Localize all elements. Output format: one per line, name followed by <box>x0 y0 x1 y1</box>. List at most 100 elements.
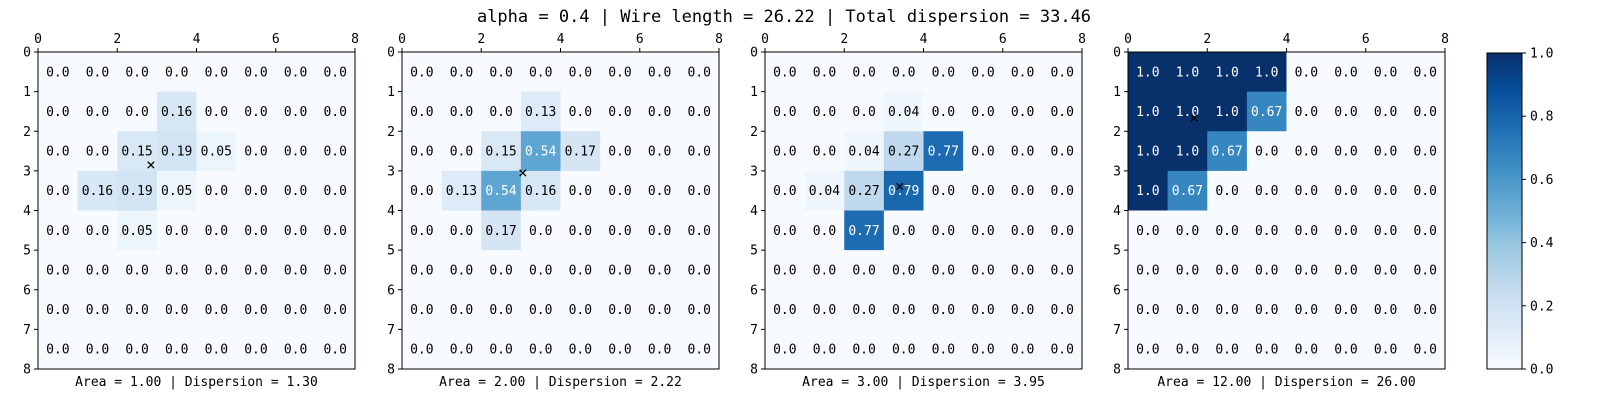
heatmap-cell <box>315 250 356 291</box>
cell-value-label: 0.0 <box>1050 184 1073 199</box>
cell-value-label: 0.0 <box>932 303 955 318</box>
heatmap-cell <box>844 170 885 211</box>
x-tick-label: 6 <box>999 32 1007 47</box>
y-tick-label: 7 <box>387 323 395 338</box>
heatmap-cell <box>560 289 601 330</box>
cell-value-label: 0.0 <box>569 184 592 199</box>
cell-value-label: 0.16 <box>161 105 192 120</box>
heatmap-cell <box>196 210 237 251</box>
heatmap-cell <box>315 289 356 330</box>
heatmap-cell <box>1365 329 1406 370</box>
cell-value-label: 0.0 <box>46 105 69 120</box>
heatmap-cell <box>196 250 237 291</box>
cell-value-label: 0.0 <box>1413 224 1436 239</box>
cell-value-label: 0.0 <box>529 303 552 318</box>
heatmap-cell <box>679 170 720 211</box>
heatmap-cell <box>639 250 680 291</box>
heatmap-cell <box>77 91 118 132</box>
heatmap-cell <box>560 250 601 291</box>
cell-value-label: 0.0 <box>648 145 671 160</box>
cell-value-label: 0.0 <box>852 105 875 120</box>
heatmap-cell <box>844 329 885 370</box>
cell-value-label: 0.0 <box>46 145 69 160</box>
cell-value-label: 0.0 <box>1215 303 1238 318</box>
heatmap-cell <box>844 289 885 330</box>
cell-value-label: 0.0 <box>569 65 592 80</box>
heatmap-cell <box>1405 289 1446 330</box>
x-tick-label: 6 <box>636 32 644 47</box>
heatmap-cell <box>639 210 680 251</box>
heatmap-cell <box>236 210 277 251</box>
heatmap-cell <box>679 52 720 93</box>
cell-value-label: 0.0 <box>892 65 915 80</box>
cell-value-label: 0.0 <box>323 224 346 239</box>
heatmap-cell <box>883 131 924 172</box>
heatmap-cell <box>441 52 482 93</box>
heatmap-cell <box>1326 210 1367 251</box>
cell-value-label: 0.0 <box>1374 105 1397 120</box>
heatmap-cell <box>923 250 964 291</box>
heatmap-cell <box>1167 170 1208 211</box>
cell-value-label: 0.0 <box>773 65 796 80</box>
heatmap-cell <box>804 250 845 291</box>
y-tick-label: 7 <box>750 323 758 338</box>
cell-value-label: 0.0 <box>450 145 473 160</box>
heatmap-cell <box>1002 91 1043 132</box>
heatmap-cell <box>481 52 522 93</box>
cell-value-label: 0.0 <box>489 263 512 278</box>
cell-value-label: 0.0 <box>1413 263 1436 278</box>
cell-value-label: 0.0 <box>1295 303 1318 318</box>
cell-value-label: 0.0 <box>648 184 671 199</box>
heatmap-cell <box>1365 250 1406 291</box>
heatmap-cell <box>38 250 79 291</box>
heatmap-cell <box>804 91 845 132</box>
heatmap-cell <box>600 289 641 330</box>
cell-value-label: 0.04 <box>809 184 840 199</box>
cell-value-label: 0.0 <box>489 343 512 358</box>
heatmap-cell <box>38 210 79 251</box>
heatmap-cell <box>765 131 806 172</box>
y-tick-label: 3 <box>23 164 31 179</box>
cell-value-label: 0.0 <box>205 263 228 278</box>
heatmap-cell <box>38 329 79 370</box>
cell-value-label: 0.04 <box>848 145 879 160</box>
heatmap-cell <box>844 91 885 132</box>
cell-value-label: 0.0 <box>323 184 346 199</box>
cell-value-label: 0.0 <box>852 303 875 318</box>
x-tick-label: 8 <box>1441 32 1449 47</box>
cell-value-label: 0.0 <box>529 343 552 358</box>
heatmap-panel-4: 1.0 1.0 1.0 1.0 0.0 0.0 0.0 0.0 1.0 1.0 1.0 0.67 0.0… <box>1113 32 1449 390</box>
heatmap-cell <box>963 250 1004 291</box>
heatmap-cell <box>600 131 641 172</box>
y-tick-label: 0 <box>387 46 395 61</box>
cell-value-label: 0.15 <box>485 145 516 160</box>
cell-value-label: 0.0 <box>323 343 346 358</box>
heatmap-cell <box>923 131 964 172</box>
y-tick-label: 0 <box>750 46 758 61</box>
heatmap-cell <box>963 91 1004 132</box>
cell-value-label: 0.0 <box>244 303 267 318</box>
y-tick-label: 2 <box>23 125 31 140</box>
figure-title: alpha = 0.4 | Wire length = 26.22 | Tota… <box>477 7 1091 27</box>
heatmap-cell <box>402 91 443 132</box>
heatmap-cell <box>883 329 924 370</box>
cell-value-label: 0.0 <box>86 343 109 358</box>
cell-value-label: 0.0 <box>1011 224 1034 239</box>
heatmap-cell <box>1167 289 1208 330</box>
heatmap-cell <box>1167 91 1208 132</box>
heatmap-panel-1: 0.0 0.0 0.0 0.0 0.0 0.0 0.0 0.0 0.0 0.0 0.0 0.16 0.0… <box>23 32 359 390</box>
cell-value-label: 0.0 <box>1215 263 1238 278</box>
cell-value-label: 0.0 <box>410 224 433 239</box>
heatmap-cell <box>1286 131 1327 172</box>
cell-value-label: 0.05 <box>161 184 192 199</box>
heatmap-cell <box>1405 91 1446 132</box>
cell-value-label: 0.0 <box>687 263 710 278</box>
cell-value-label: 0.0 <box>687 303 710 318</box>
cell-value-label: 0.67 <box>1172 184 1203 199</box>
cell-value-label: 0.0 <box>773 105 796 120</box>
x-tick-label: 8 <box>715 32 723 47</box>
heatmap-cell <box>1326 91 1367 132</box>
cell-value-label: 0.0 <box>1011 303 1034 318</box>
heatmap-cell <box>1326 329 1367 370</box>
heatmap-cell <box>196 329 237 370</box>
